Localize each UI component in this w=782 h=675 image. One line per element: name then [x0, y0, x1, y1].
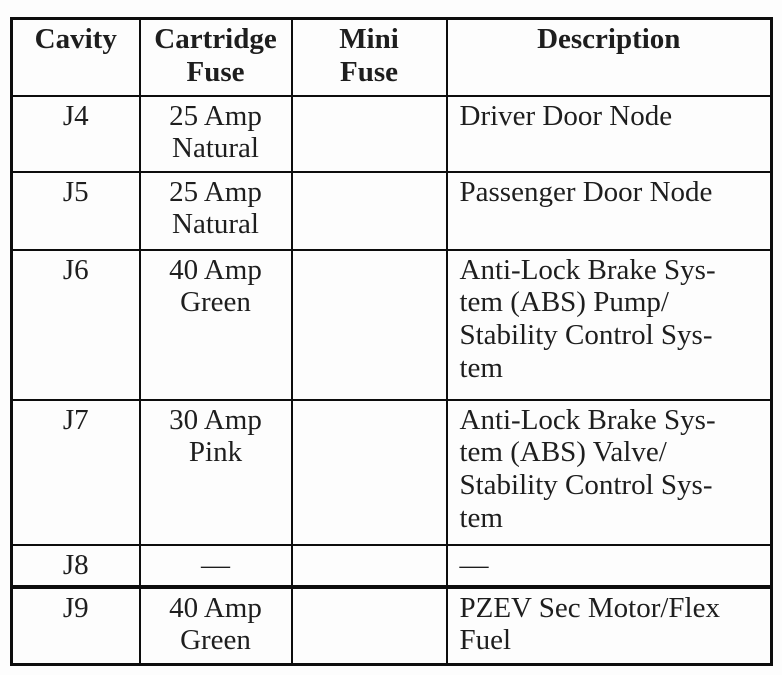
table-row: J4 25 Amp Natural Driver Door Node: [10, 94, 773, 173]
cell-cavity: J6: [10, 248, 141, 401]
cell-cavity: J9: [10, 584, 141, 666]
cell-cartridge-fuse: 30 Amp Pink: [138, 398, 293, 546]
table-row: J6 40 Amp Green Anti-Lock Brake Sys- tem…: [10, 248, 773, 401]
table-row: J5 25 Amp Natural Passenger Door Node: [10, 170, 773, 251]
table-row: J9 40 Amp Green PZEV Sec Motor/Flex Fuel: [10, 584, 773, 666]
cell-cartridge-fuse: 40 Amp Green: [138, 248, 293, 401]
cell-description: Driver Door Node: [445, 94, 773, 173]
cell-cartridge-fuse: 25 Amp Natural: [138, 94, 293, 173]
cell-cartridge-fuse: 25 Amp Natural: [138, 170, 293, 251]
column-header-description: Description: [445, 17, 773, 97]
cell-cavity: J4: [10, 94, 141, 173]
cell-mini-fuse: [290, 170, 448, 251]
cell-mini-fuse: [290, 94, 448, 173]
column-header-mini-fuse: Mini Fuse: [290, 17, 448, 97]
cell-cartridge-fuse: —: [138, 543, 293, 588]
column-header-cavity: Cavity: [10, 17, 141, 97]
cell-description: Passenger Door Node: [445, 170, 773, 251]
table-row: J8 — —: [10, 543, 773, 588]
cell-mini-fuse: [290, 398, 448, 546]
cell-cavity: J8: [10, 543, 141, 588]
column-header-cartridge-fuse: Cartridge Fuse: [138, 17, 293, 97]
cell-mini-fuse: [290, 543, 448, 588]
cell-cavity: J7: [10, 398, 141, 546]
cell-description: Anti-Lock Brake Sys- tem (ABS) Pump/ Sta…: [445, 248, 773, 401]
table-header-row: Cavity Cartridge Fuse Mini Fuse Descript…: [10, 17, 773, 97]
cell-description: PZEV Sec Motor/Flex Fuel: [445, 584, 773, 666]
table-row: J7 30 Amp Pink Anti-Lock Brake Sys- tem …: [10, 398, 773, 546]
cell-cartridge-fuse: 40 Amp Green: [138, 584, 293, 666]
fuse-table: Cavity Cartridge Fuse Mini Fuse Descript…: [10, 17, 773, 666]
cell-description: —: [445, 543, 773, 588]
cell-mini-fuse: [290, 248, 448, 401]
cell-description: Anti-Lock Brake Sys- tem (ABS) Valve/ St…: [445, 398, 773, 546]
cell-cavity: J5: [10, 170, 141, 251]
cell-mini-fuse: [290, 584, 448, 666]
